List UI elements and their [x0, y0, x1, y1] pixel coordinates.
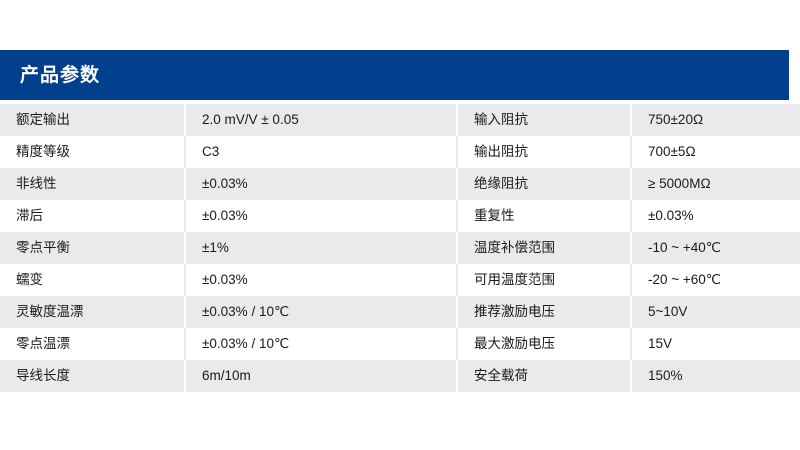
product-parameters-panel: 产品参数 额定输出 2.0 mV/V ± 0.05 输入阻抗 750±20Ω 精…	[0, 50, 800, 392]
spec-label-left: 零点平衡	[0, 232, 185, 264]
spec-label-right: 输出阻抗	[456, 136, 631, 168]
spec-value-left: C3	[184, 136, 457, 168]
spec-value-left: ±0.03%	[184, 200, 457, 232]
spec-label-left: 导线长度	[0, 360, 185, 392]
table-row: 非线性 ±0.03% 绝缘阻抗 ≥ 5000MΩ	[0, 168, 800, 200]
table-row: 零点平衡 ±1% 温度补偿范围 -10 ~ +40℃	[0, 232, 800, 264]
spec-value-right: -10 ~ +40℃	[630, 232, 800, 264]
spec-label-left: 零点温漂	[0, 328, 185, 360]
spec-label-right: 温度补偿范围	[456, 232, 631, 264]
spec-value-left: ±0.03% / 10℃	[184, 296, 457, 328]
spec-value-left: 2.0 mV/V ± 0.05	[184, 104, 457, 136]
spec-value-right: ≥ 5000MΩ	[630, 168, 800, 200]
spec-label-right: 可用温度范围	[456, 264, 631, 296]
spec-label-right: 最大激励电压	[456, 328, 631, 360]
spec-label-left: 额定输出	[0, 104, 185, 136]
spec-label-right: 安全载荷	[456, 360, 631, 392]
spec-value-left: 6m/10m	[184, 360, 457, 392]
table-row: 滞后 ±0.03% 重复性 ±0.03%	[0, 200, 800, 232]
spec-label-right: 绝缘阻抗	[456, 168, 631, 200]
panel-header: 产品参数	[0, 50, 789, 100]
spec-value-right: 750±20Ω	[630, 104, 800, 136]
spec-value-left: ±1%	[184, 232, 457, 264]
spec-label-right: 输入阻抗	[456, 104, 631, 136]
spec-label-left: 灵敏度温漂	[0, 296, 185, 328]
page-title: 产品参数	[20, 64, 101, 86]
table-row: 零点温漂 ±0.03% / 10℃ 最大激励电压 15V	[0, 328, 800, 360]
spec-label-right: 推荐激励电压	[456, 296, 631, 328]
spec-value-left: ±0.03% / 10℃	[184, 328, 457, 360]
spec-label-right: 重复性	[456, 200, 631, 232]
spec-label-left: 非线性	[0, 168, 185, 200]
spec-label-left: 蠕变	[0, 264, 185, 296]
spec-value-left: ±0.03%	[184, 168, 457, 200]
spec-value-right: 5~10V	[630, 296, 800, 328]
spec-label-left: 精度等级	[0, 136, 185, 168]
spec-label-left: 滞后	[0, 200, 185, 232]
spec-value-left: ±0.03%	[184, 264, 457, 296]
table-row: 蠕变 ±0.03% 可用温度范围 -20 ~ +60℃	[0, 264, 800, 296]
table-row: 额定输出 2.0 mV/V ± 0.05 输入阻抗 750±20Ω	[0, 104, 800, 136]
spec-value-right: 150%	[630, 360, 800, 392]
spec-value-right: -20 ~ +60℃	[630, 264, 800, 296]
specifications-table-body: 额定输出 2.0 mV/V ± 0.05 输入阻抗 750±20Ω 精度等级 C…	[0, 104, 800, 392]
table-row: 导线长度 6m/10m 安全载荷 150%	[0, 360, 800, 392]
table-row: 精度等级 C3 输出阻抗 700±5Ω	[0, 136, 800, 168]
table-row: 灵敏度温漂 ±0.03% / 10℃ 推荐激励电压 5~10V	[0, 296, 800, 328]
specifications-table: 额定输出 2.0 mV/V ± 0.05 输入阻抗 750±20Ω 精度等级 C…	[0, 104, 800, 392]
spec-value-right: ±0.03%	[630, 200, 800, 232]
spec-value-right: 700±5Ω	[630, 136, 800, 168]
spec-value-right: 15V	[630, 328, 800, 360]
